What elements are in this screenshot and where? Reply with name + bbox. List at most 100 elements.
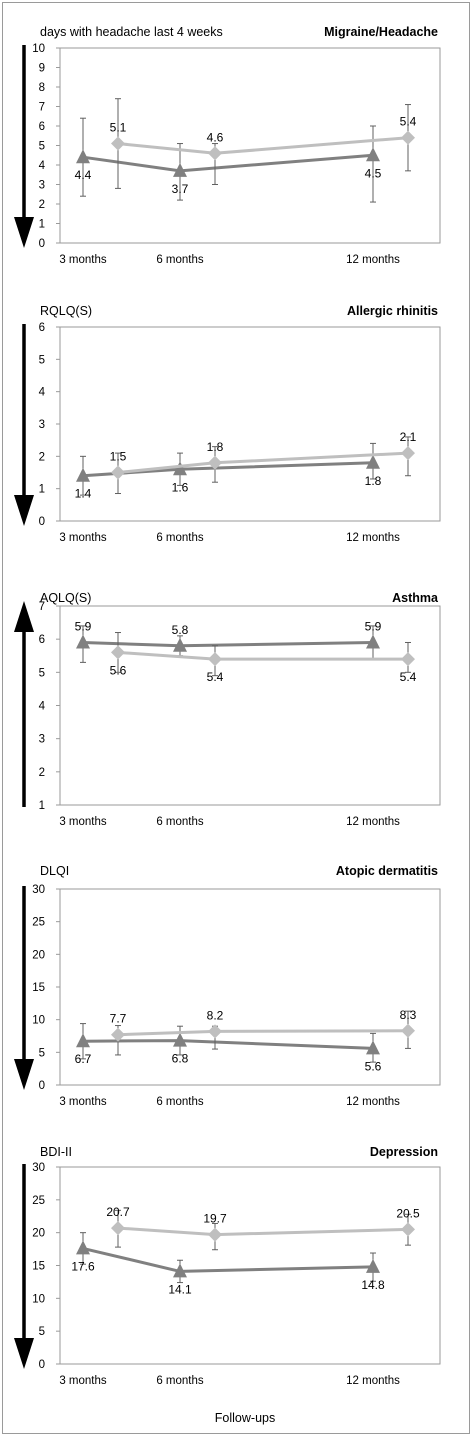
data-point (173, 1032, 187, 1047)
data-point (366, 454, 380, 469)
y-tick-label: 0 (39, 238, 45, 250)
data-point (111, 465, 125, 480)
chart-panel: Asthma AQLQ(S) 1 2 3 4 5 6 7 3 months 6 months 12 m… (14, 591, 441, 828)
data-point (208, 1024, 222, 1039)
y-tick-label: 0 (39, 1080, 45, 1092)
data-label: 19.7 (203, 1212, 227, 1226)
x-tick-label: 12 months (346, 816, 400, 828)
data-label: 14.1 (168, 1282, 192, 1296)
data-point (173, 162, 187, 177)
y-tick-label: 1 (39, 800, 45, 812)
y-tick-label: 0 (39, 1359, 45, 1371)
data-point (76, 1240, 90, 1255)
y-tick-label: 20 (32, 1228, 45, 1240)
y-axis-label: days with headache last 4 weeks (40, 25, 223, 39)
data-point (76, 634, 90, 649)
data-label: 8.3 (400, 1008, 417, 1022)
data-label: 5.4 (400, 670, 417, 684)
x-tick-label: 12 months (346, 1375, 400, 1387)
chart-panel: Allergic rhinitis RQLQ(S) 0 1 2 3 4 5 6 3 months 6… (14, 304, 441, 544)
direction-arrow-head (14, 217, 34, 248)
data-point (111, 1027, 125, 1042)
y-tick-label: 7 (39, 601, 45, 613)
data-label: 20.5 (396, 1206, 420, 1220)
data-point (366, 147, 380, 162)
y-tick-label: 1 (39, 484, 45, 496)
data-point (208, 1227, 222, 1242)
data-label: 4.4 (75, 168, 92, 182)
data-label: 1.6 (172, 480, 189, 494)
data-point (111, 136, 125, 151)
y-tick-label: 5 (39, 1326, 45, 1338)
x-tick-label: 3 months (59, 1375, 107, 1387)
y-tick-label: 25 (32, 1195, 45, 1207)
x-tick-label: 3 months (59, 532, 107, 544)
y-tick-label: 4 (39, 701, 46, 713)
y-tick-label: 3 (39, 419, 45, 431)
data-label: 1.4 (75, 487, 92, 501)
data-point (208, 146, 222, 161)
y-tick-label: 15 (32, 982, 45, 994)
y-tick-label: 0 (39, 516, 45, 528)
y-tick-label: 5 (39, 667, 45, 679)
y-tick-label: 10 (32, 1293, 45, 1305)
data-point (208, 455, 222, 470)
direction-arrow-head (14, 495, 34, 526)
x-tick-label: 12 months (346, 532, 400, 544)
y-axis-label: BDI-II (40, 1145, 72, 1159)
data-label: 1.5 (110, 450, 127, 464)
data-label: 5.8 (172, 623, 189, 637)
y-tick-label: 6 (39, 322, 45, 334)
y-tick-label: 1 (39, 219, 45, 231)
y-axis-label: AQLQ(S) (40, 591, 91, 605)
data-label: 3.7 (172, 182, 189, 196)
data-point (401, 446, 415, 461)
y-tick-label: 25 (32, 917, 45, 929)
data-point (366, 634, 380, 649)
figure-frame (2, 2, 470, 1434)
y-tick-label: 6 (39, 121, 45, 133)
x-tick-label: 3 months (59, 254, 107, 266)
x-tick-label: 6 months (156, 532, 204, 544)
chart-panel: Atopic dermatitis DLQI 0 5 10 15 20 25 30 3 month… (14, 864, 441, 1108)
direction-arrow-head (14, 601, 34, 632)
data-point (173, 637, 187, 652)
data-label: 7.7 (110, 1012, 127, 1026)
data-label: 1.8 (365, 474, 382, 488)
x-tick-label: 6 months (156, 1096, 204, 1108)
y-tick-label: 5 (39, 354, 45, 366)
y-tick-label: 9 (39, 63, 45, 75)
data-point (173, 461, 187, 476)
x-tick-label: 3 months (59, 816, 107, 828)
y-tick-label: 10 (32, 43, 45, 55)
y-tick-label: 2 (39, 199, 45, 211)
data-point (76, 467, 90, 482)
y-tick-label: 2 (39, 451, 45, 463)
data-label: 5.9 (75, 619, 92, 633)
data-point (366, 1040, 380, 1055)
chart-title: Atopic dermatitis (336, 864, 438, 878)
chart-panel: Migraine/Headache days with headache last… (14, 25, 441, 266)
y-axis-label: RQLQ(S) (40, 304, 92, 318)
data-label: 5.4 (207, 670, 224, 684)
chart-title: Asthma (392, 591, 439, 605)
x-tick-label: 3 months (59, 1096, 107, 1108)
y-tick-label: 3 (39, 734, 45, 746)
data-point (76, 1033, 90, 1048)
data-label: 20.7 (106, 1205, 130, 1219)
data-point (366, 1258, 380, 1273)
chart-title: Depression (370, 1145, 438, 1159)
data-point (76, 149, 90, 164)
x-tick-label: 6 months (156, 816, 204, 828)
data-label: 5.1 (110, 121, 127, 135)
y-tick-label: 15 (32, 1261, 45, 1273)
data-point (111, 645, 125, 660)
x-tick-label: 6 months (156, 1375, 204, 1387)
data-label: 14.8 (361, 1278, 385, 1292)
y-tick-label: 30 (32, 884, 45, 896)
direction-arrow-head (14, 1059, 34, 1090)
x-tick-label: 6 months (156, 254, 204, 266)
data-label: 17.6 (71, 1259, 95, 1273)
